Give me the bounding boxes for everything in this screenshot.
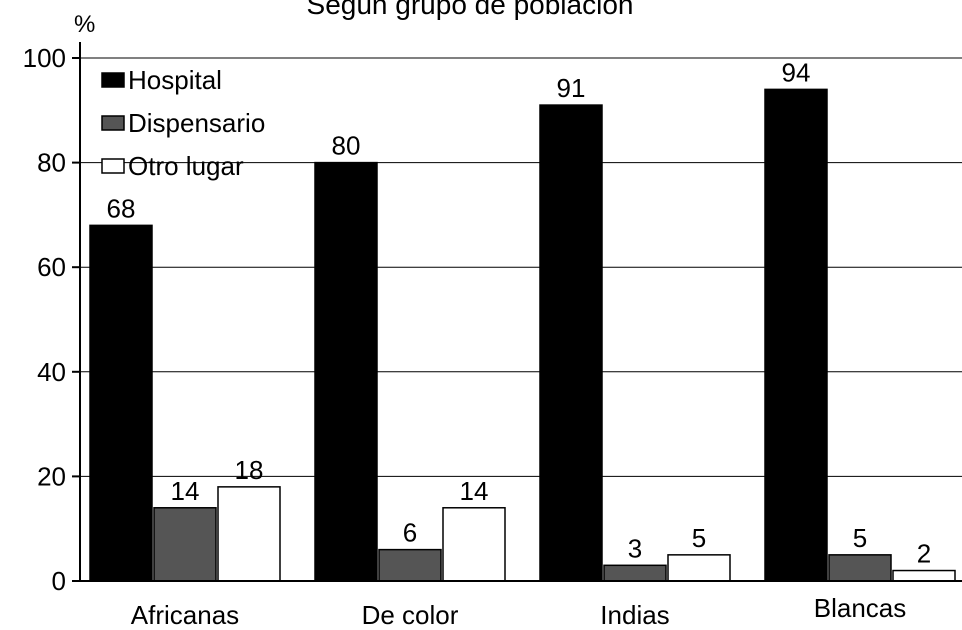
y-tick-label: 80 <box>37 148 66 178</box>
data-label: 14 <box>171 476 200 506</box>
legend-label: Hospital <box>128 65 222 95</box>
legend-label: Otro lugar <box>128 151 244 181</box>
data-label: 68 <box>107 193 136 223</box>
y-tick-label: 0 <box>52 566 66 596</box>
bar-hospital <box>89 224 153 582</box>
data-label: 6 <box>403 518 417 548</box>
data-label: 80 <box>332 131 361 161</box>
category-label: De color <box>362 600 459 630</box>
bar-dispensario <box>378 548 442 582</box>
bar-otro-lugar <box>892 569 956 582</box>
bar-dispensario <box>828 554 892 582</box>
category-label: Blancas <box>814 593 907 623</box>
y-tick-label: 100 <box>23 43 66 73</box>
category-labels: Africanas De color Indias Blancas <box>131 593 906 630</box>
legend-swatch <box>101 158 125 174</box>
bars <box>89 88 956 582</box>
data-label: 18 <box>235 455 264 485</box>
data-label: 91 <box>557 73 586 103</box>
y-tick-label: 40 <box>37 357 66 387</box>
bar-otro-lugar <box>442 507 506 582</box>
legend-swatch <box>101 72 125 88</box>
data-label: 14 <box>460 476 489 506</box>
legend: Hospital Dispensario Otro lugar <box>101 65 265 181</box>
bar-hospital <box>314 161 378 582</box>
bar-dispensario <box>153 507 217 582</box>
bar-otro-lugar <box>217 486 281 582</box>
data-label: 5 <box>853 523 867 553</box>
bar-otro-lugar <box>667 554 731 582</box>
y-axis-ticks: 0 20 40 60 80 100 <box>23 43 80 596</box>
category-label: Indias <box>600 600 669 630</box>
data-label: 3 <box>628 533 642 563</box>
y-tick-label: 20 <box>37 461 66 491</box>
legend-label: Dispensario <box>128 108 265 138</box>
data-label: 2 <box>917 539 931 569</box>
y-tick-label: 60 <box>37 252 66 282</box>
bar-hospital <box>539 104 603 582</box>
bar-hospital <box>764 88 828 582</box>
data-label: 94 <box>782 57 811 87</box>
data-label: 5 <box>692 523 706 553</box>
category-label: Africanas <box>131 600 239 630</box>
bar-dispensario <box>603 564 667 582</box>
legend-swatch <box>101 115 125 131</box>
data-labels: 68 14 18 80 6 14 91 3 5 94 5 2 <box>107 57 932 568</box>
y-axis-unit-label: % <box>74 11 95 38</box>
chart-title: Según grupo de población <box>307 0 634 20</box>
